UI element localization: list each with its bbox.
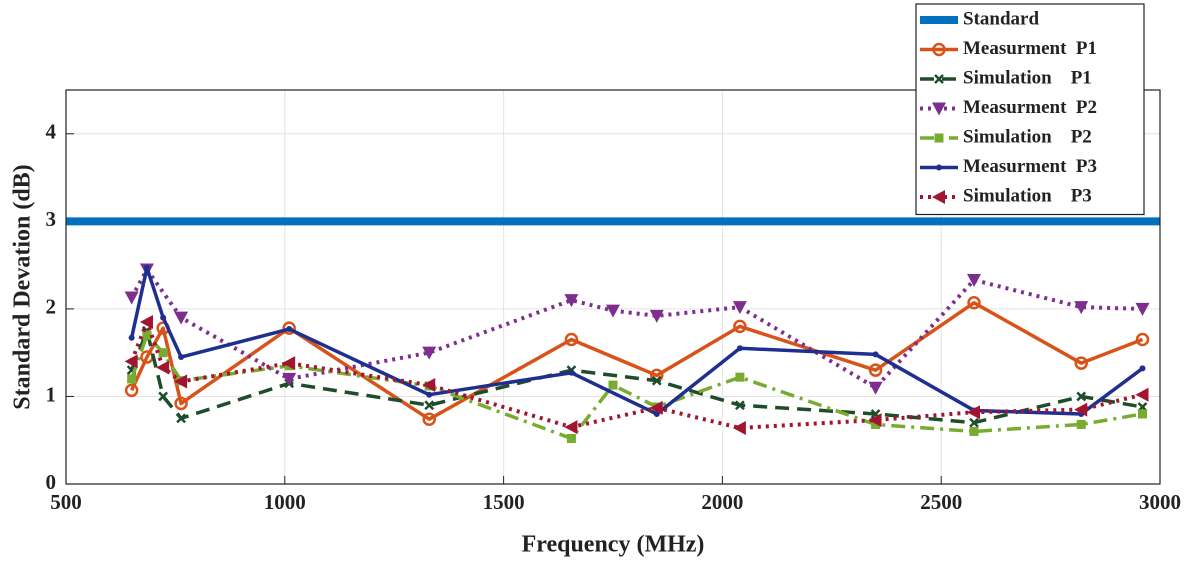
marker <box>564 294 579 308</box>
marker <box>1076 419 1086 429</box>
marker <box>160 314 167 321</box>
legend-label: Simulation P2 <box>963 126 1092 147</box>
marker <box>868 413 882 428</box>
marker <box>936 164 942 171</box>
marker <box>1135 332 1150 347</box>
marker <box>174 374 188 389</box>
legend-label: Measurment P3 <box>963 156 1097 177</box>
data-line <box>130 301 1144 421</box>
x-tick-label: 2500 <box>920 490 962 514</box>
marker <box>422 378 436 393</box>
y-tick-label: 4 <box>46 120 57 144</box>
marker <box>1076 391 1087 402</box>
marker <box>732 301 747 315</box>
marker <box>282 356 296 371</box>
marker <box>967 405 981 420</box>
marker <box>969 426 979 436</box>
legend-label: Measurment P1 <box>963 38 1097 59</box>
marker <box>158 348 168 358</box>
marker <box>124 354 138 369</box>
marker <box>653 410 660 417</box>
x-tick-label: 3000 <box>1139 490 1181 514</box>
y-tick-label: 3 <box>46 207 57 231</box>
marker <box>1135 387 1149 402</box>
marker <box>932 190 945 204</box>
marker <box>1135 302 1150 316</box>
marker <box>932 102 946 116</box>
marker <box>735 372 745 382</box>
marker <box>649 309 664 323</box>
marker <box>1139 365 1146 372</box>
x-tick-label: 1000 <box>264 490 306 514</box>
legend-label: Simulation P1 <box>963 67 1092 88</box>
marker <box>735 400 745 411</box>
marker <box>174 396 188 411</box>
y-tick-label: 1 <box>46 382 57 406</box>
marker <box>868 363 883 377</box>
data-line <box>129 333 1143 441</box>
marker <box>733 319 747 334</box>
marker <box>128 334 135 341</box>
marker <box>282 372 297 386</box>
marker <box>178 354 185 361</box>
marker <box>651 375 662 386</box>
marker <box>967 296 981 310</box>
legend-label: Standard <box>963 8 1039 29</box>
marker <box>606 304 620 318</box>
marker <box>139 315 153 330</box>
marker <box>286 326 293 333</box>
marker <box>568 369 575 376</box>
x-tick-label: 1500 <box>483 490 525 514</box>
legend-label: Simulation P3 <box>963 185 1092 206</box>
marker <box>143 264 150 271</box>
marker <box>124 291 139 305</box>
y-tick-label: 0 <box>46 470 57 494</box>
marker <box>422 412 436 426</box>
marker <box>424 400 435 411</box>
legend: Standard Measurment P1 Simulation P1 Measur… <box>915 3 1145 216</box>
marker <box>127 374 137 384</box>
marker <box>608 380 618 390</box>
marker <box>1074 402 1088 417</box>
marker <box>872 351 879 358</box>
x-tick-label: 2000 <box>701 490 743 514</box>
marker <box>1137 409 1147 419</box>
x-axis-label: Frequency (MHz) <box>522 532 705 558</box>
marker <box>564 420 578 435</box>
marker <box>564 332 579 347</box>
marker <box>158 391 169 402</box>
marker <box>934 133 944 143</box>
marker <box>868 381 883 395</box>
marker <box>156 360 170 375</box>
marker <box>426 391 433 398</box>
marker <box>871 419 881 429</box>
marker <box>932 42 946 57</box>
marker <box>649 400 663 415</box>
marker <box>282 321 296 335</box>
marker <box>124 383 139 398</box>
marker <box>934 74 944 84</box>
y-tick-label: 2 <box>46 295 57 319</box>
marker <box>142 330 152 340</box>
marker <box>176 413 186 424</box>
y-axis-label: Standard Devation (dB) <box>10 164 36 409</box>
plot-frame <box>65 89 1161 485</box>
marker <box>422 346 437 360</box>
marker <box>732 420 746 435</box>
marker <box>736 345 743 352</box>
marker <box>967 273 982 287</box>
legend-label: Measurment P2 <box>963 97 1097 118</box>
marker <box>1074 301 1089 315</box>
marker <box>566 433 576 443</box>
marker <box>969 417 979 428</box>
x-tick-label: 500 <box>50 490 82 514</box>
marker <box>1074 356 1088 370</box>
marker <box>174 311 189 325</box>
